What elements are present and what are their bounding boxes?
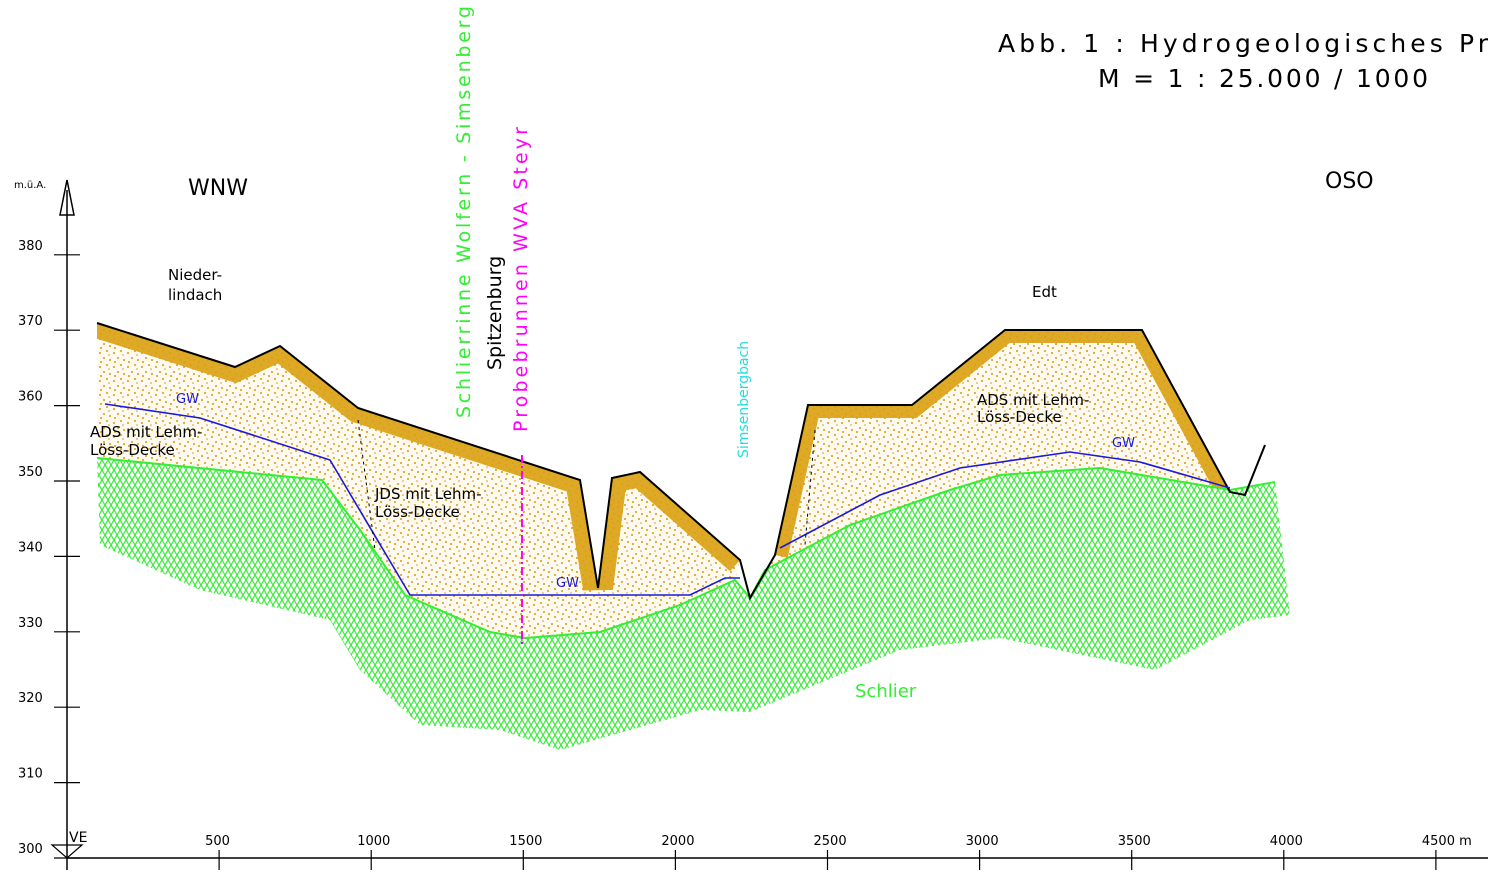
schlier-body — [97, 458, 1290, 750]
unit-label: ADS mit Lehm- — [977, 391, 1089, 409]
vertical-label: Schlierrinne Wolfern - Simsenberg — [453, 6, 475, 418]
place: Edt — [1032, 283, 1057, 301]
y-tick-label: 330 — [18, 616, 43, 631]
scale: M = 1 : 25.000 / 1000 — [1098, 64, 1428, 93]
x-tick-label: 500 — [205, 834, 230, 849]
x-tick-label: 2000 — [661, 834, 694, 849]
y-tick-label: 370 — [18, 314, 43, 329]
y-tick-label: 340 — [18, 540, 43, 555]
vertical-label: Spitzenburg — [484, 256, 506, 370]
x-tick-label: 1000 — [357, 834, 390, 849]
y-tick-label: 300 — [18, 842, 43, 857]
x-tick-label: 2500 — [814, 834, 847, 849]
unit-label: ADS mit Lehm- — [90, 423, 202, 441]
x-tick-label: 3000 — [966, 834, 999, 849]
gw-label: GW — [176, 392, 199, 407]
y-tick-label: 320 — [18, 691, 43, 706]
unit-label: Schlier — [855, 681, 917, 702]
place: Nieder- — [168, 266, 222, 284]
gw-label: GW — [1112, 436, 1135, 451]
x-tick-label: 3500 — [1118, 834, 1151, 849]
direction-left: WNW — [188, 176, 248, 201]
profile: m.ü.A. VE 300 310 320 330 340 350 360 370 380 500… — [0, 0, 1488, 873]
unit-label: Löss-Decke — [375, 503, 460, 521]
y-tick-label: 380 — [18, 239, 43, 254]
x-tick-label: 4000 — [1270, 834, 1303, 849]
direction-right: OSO — [1325, 169, 1374, 194]
place: lindach — [168, 286, 222, 304]
unit-label: JDS mit Lehm- — [374, 485, 482, 503]
x-tick-label: 4500 m — [1422, 834, 1472, 849]
unit-label: Löss-Decke — [90, 441, 175, 459]
y-axis-label: m.ü.A. — [14, 180, 46, 191]
unit-label: Löss-Decke — [977, 408, 1062, 426]
y-tick-label: 360 — [18, 390, 43, 405]
vertical-label: Simsenbergbach — [736, 341, 752, 458]
gw-label: GW — [556, 576, 579, 591]
vertical-label: Probebrunnen WVA Steyr — [510, 127, 532, 432]
x-tick-label: 1500 — [509, 834, 542, 849]
ve-label: VE — [69, 830, 87, 846]
y-tick-label: 350 — [18, 465, 43, 480]
title: Abb. 1 : Hydrogeologisches Pr — [998, 29, 1488, 58]
y-tick-label: 310 — [18, 767, 43, 782]
